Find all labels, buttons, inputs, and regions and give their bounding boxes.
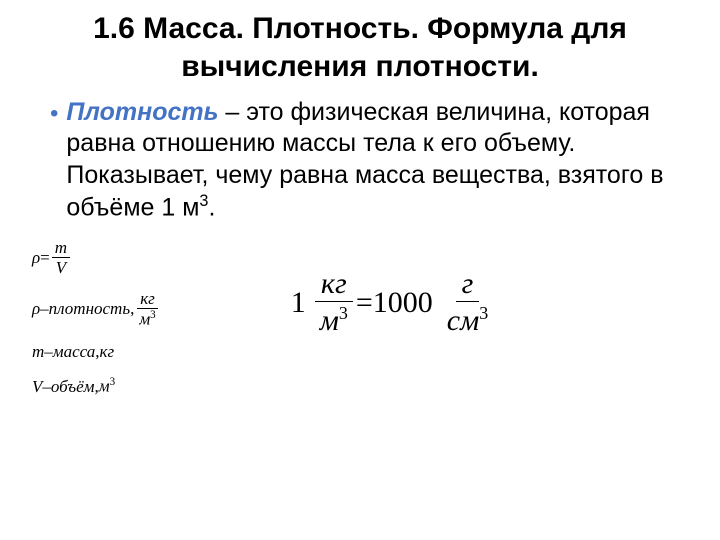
term-density: Плотность [66,98,218,126]
comma: , [130,299,134,319]
v-sym: V [32,377,42,397]
left-formulas: ρ = m V ρ – плотность , кг м3 m – масса … [32,239,161,411]
definition-end: . [208,193,215,221]
formulas-area: ρ = m V ρ – плотность , кг м3 m – масса … [20,239,700,411]
big-m3: м3 [314,302,354,336]
word-mass: масса [53,342,96,362]
dash2: – [44,342,53,362]
legend-rho: ρ – плотность , кг м3 [32,290,161,328]
big-kg: кг [315,269,353,302]
bullet-icon: • [50,99,58,129]
unit-m3: м3 [136,309,158,328]
unit-m3b: м3 [99,376,115,397]
unit-kg2: кг [100,342,115,362]
frac-kg-m3: кг м3 [136,290,158,328]
big-cm3: см3 [441,302,494,336]
frac-m-over-v: m V [52,239,70,276]
frac-num-m: m [52,239,70,258]
equals: = [40,248,50,268]
formula-rho-eq: ρ = m V [32,239,161,276]
thousand: 1000 [373,286,433,320]
one: 1 [291,286,306,320]
rho-sym: ρ [32,299,40,319]
definition-text: Плотность – это физическая величина, кот… [66,97,700,223]
big-g: г [456,269,480,302]
page-title: 1.6 Масса. Плотность. Формула для вычисл… [20,10,700,85]
word-density: плотность [49,299,130,319]
dash: – [40,299,49,319]
legend-v: V – объём , м3 [32,376,161,397]
frac-kg-m3-big: кг м3 [314,269,354,336]
frac-g-cm3: г см3 [441,269,494,336]
definition-paragraph: • Плотность – это физическая величина, к… [50,97,700,223]
m-sym: m [32,342,44,362]
equals-big: = [356,286,373,320]
frac-den-v: V [53,258,69,276]
dash3: – [42,377,51,397]
unit-kg: кг [137,290,158,309]
word-volume: объём [51,377,95,397]
rho-symbol: ρ [32,248,40,268]
legend-m: m – масса , кг [32,342,161,362]
unit-conversion: 1 кг м3 = 1000 г см3 [291,269,497,336]
